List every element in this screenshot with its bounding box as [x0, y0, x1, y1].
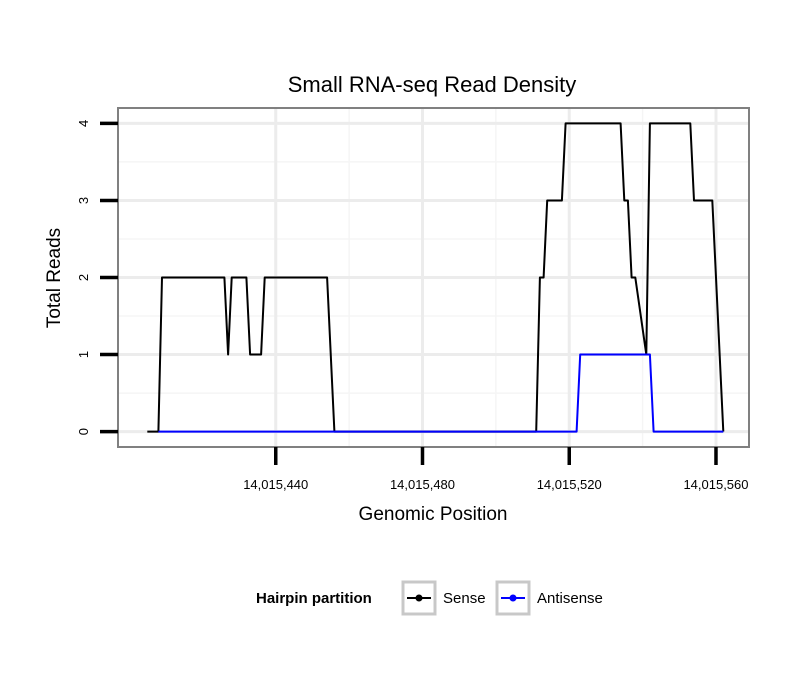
legend-key-antisense-dot	[509, 594, 517, 602]
legend-label-antisense: Antisense	[537, 590, 603, 607]
series-line-antisense	[158, 353, 724, 433]
x-tick-label: 14,015,520	[537, 477, 602, 492]
x-axis-title: Genomic Position	[359, 504, 508, 525]
legend-item-antisense: Antisense	[495, 580, 603, 616]
chart-title: Small RNA-seq Read Density	[288, 72, 577, 97]
series-layer	[147, 122, 725, 433]
y-axis-title: Total Reads	[44, 228, 65, 328]
y-tick-label: 3	[76, 197, 91, 204]
x-tick-label: 14,015,560	[683, 477, 748, 492]
x-axis: 14,015,440 14,015,480 14,015,520 14,015,560	[243, 447, 749, 492]
y-tick-label: 0	[76, 428, 91, 435]
plot-panel	[117, 107, 750, 448]
x-tick-label: 14,015,440	[243, 477, 308, 492]
y-tick-label: 4	[76, 120, 91, 127]
y-tick-label: 2	[76, 274, 91, 281]
series-line-sense	[147, 122, 725, 433]
legend-item-sense: Sense	[401, 580, 486, 616]
legend-title: Hairpin partition	[256, 590, 372, 607]
legend-key-sense-dot	[415, 594, 423, 602]
legend-label-sense: Sense	[443, 590, 486, 607]
y-tick-label: 1	[76, 351, 91, 358]
y-axis: 0 1 2 3 4	[76, 120, 118, 435]
legend: Hairpin partition Sense Antisense	[256, 580, 603, 616]
x-tick-label: 14,015,480	[390, 477, 455, 492]
